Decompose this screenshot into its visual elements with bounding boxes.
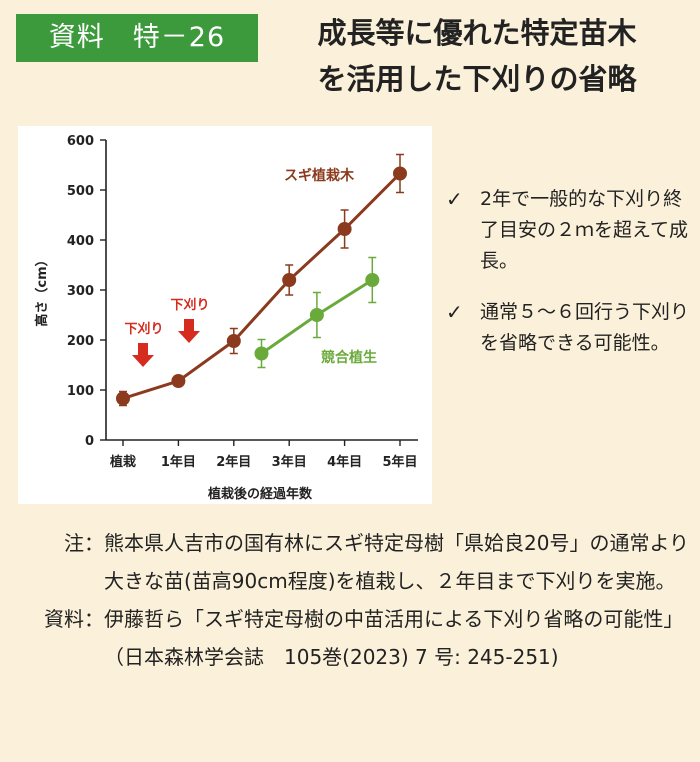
note-text: 熊本県人吉市の国有林にスギ特定母樹「県姶良20号」の通常より大きな苗(苗高90c…: [104, 531, 690, 593]
y-tick-label: 300: [67, 284, 94, 299]
y-tick-label: 0: [85, 434, 94, 449]
title-line-1: 成長等に優れた特定苗木: [317, 16, 637, 50]
notes-section: 注： 熊本県人吉市の国有林にスギ特定母樹「県姶良20号」の通常より大きな苗(苗高9…: [16, 524, 692, 676]
key-points: ✓ 2年で一般的な下刈り終了目安の２ｍを超えて成長。 ✓ 通常５～６回行う下刈りを省略…: [446, 184, 694, 379]
note-row: 注： 熊本県人吉市の国有林にスギ特定母樹「県姶良20号」の通常より大きな苗(苗高9…: [16, 524, 692, 600]
x-tick-label: 2年目: [216, 454, 251, 470]
y-tick-label: 400: [67, 234, 94, 249]
mowing-label: 下刈り: [170, 297, 209, 313]
title-line-2: を活用した下刈りの省略: [317, 62, 637, 96]
y-tick-label: 200: [67, 334, 94, 349]
data-point: [282, 273, 297, 287]
mowing-label: 下刈り: [124, 321, 163, 337]
note-label: 注：: [64, 531, 104, 555]
series-label-competing: 競合植生: [321, 349, 377, 366]
check-icon: ✓: [446, 187, 463, 211]
x-tick-label: 3年目: [272, 454, 307, 470]
x-tick-label: 植栽: [109, 454, 136, 470]
data-point: [309, 308, 324, 322]
data-point: [254, 346, 269, 361]
data-point: [365, 273, 380, 287]
down-arrow-icon: [132, 343, 154, 367]
y-tick-label: 600: [67, 134, 94, 149]
down-arrow-icon: [178, 319, 200, 343]
key-point-text: 2年で一般的な下刈り終了目安の２ｍを超えて成長。: [480, 188, 689, 272]
y-axis-label: 高さ（cm）: [34, 253, 50, 326]
data-point: [171, 374, 186, 388]
data-point: [226, 334, 241, 348]
y-tick-label: 100: [67, 384, 94, 399]
page-title: 成長等に優れた特定苗木 を活用した下刈りの省略: [262, 10, 692, 102]
series-label-sugi: スギ植栽木: [284, 167, 355, 184]
data-point: [393, 166, 407, 181]
document-badge: 資料 特－26: [16, 14, 258, 62]
note-label: 資料：: [44, 607, 104, 631]
y-tick-label: 500: [67, 184, 94, 199]
x-axis-label: 植栽後の経過年数: [207, 486, 313, 502]
check-icon: ✓: [446, 300, 463, 324]
key-point-1: ✓ 2年で一般的な下刈り終了目安の２ｍを超えて成長。: [446, 184, 694, 277]
x-tick-label: 1年目: [161, 454, 196, 470]
key-point-2: ✓ 通常５～６回行う下刈りを省略できる可能性。: [446, 297, 694, 359]
growth-line-chart: 0 100 200 300 400 500 600 植栽 1年目 2年目 3年目 4年目 5年目植栽後の…: [34, 134, 418, 502]
series-line-1: [122, 172, 402, 400]
x-tick-label: 5年目: [382, 454, 417, 470]
source-row: 資料： 伊藤哲ら「スギ特定母樹の中苗活用による下刈り省略の可能性」（日本森林学会誌…: [16, 600, 692, 676]
x-tick-label: 4年目: [327, 454, 362, 470]
data-point: [337, 222, 352, 236]
chart-panel: 0 100 200 300 400 500 600 植栽 1年目 2年目 3年目 4年目 5年目植栽後の…: [18, 126, 432, 504]
key-point-text: 通常５～６回行う下刈りを省略できる可能性。: [480, 301, 690, 354]
data-point: [116, 391, 130, 406]
note-text: 伊藤哲ら「スギ特定母樹の中苗活用による下刈り省略の可能性」（日本森林学会誌 10…: [104, 607, 684, 669]
